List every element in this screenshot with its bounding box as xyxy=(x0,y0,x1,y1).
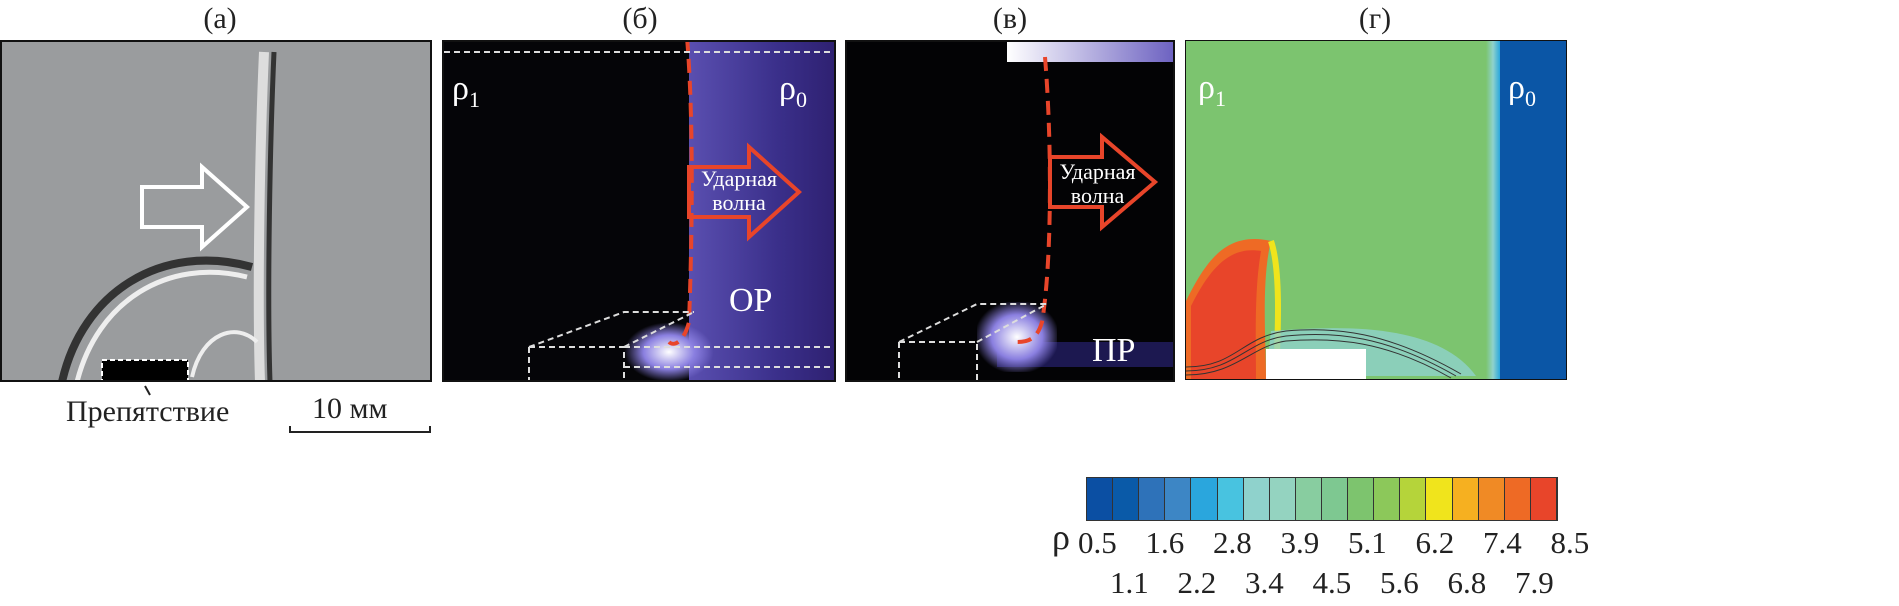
colorbar-segment xyxy=(1243,478,1270,520)
rho1-label: ρ1 xyxy=(452,70,480,112)
panel-d-simulation: ρ1 ρ0 xyxy=(1185,40,1567,380)
colorbar-tick-label: 3.4 xyxy=(1245,565,1284,600)
colorbar-tick-label: 3.9 xyxy=(1280,525,1320,560)
colorbar-tick-label: 6.8 xyxy=(1447,565,1487,600)
colorbar-segment xyxy=(1530,478,1557,520)
colorbar-segment xyxy=(1321,478,1349,520)
obstacle-label: Препятствие xyxy=(66,395,230,428)
panel-c-photo: Ударная волна ПР xyxy=(845,40,1175,382)
rho0-label: ρ0 xyxy=(1508,69,1536,111)
colorbar-segment xyxy=(1269,478,1296,520)
density-colorbar xyxy=(1086,477,1558,521)
colorbar-symbol: ρ xyxy=(1052,517,1070,557)
shock-wave-label: Ударная волна xyxy=(1059,159,1136,208)
colorbar-tick-label: 7.4 xyxy=(1483,525,1522,560)
panel-b-label: (б) xyxy=(622,2,658,35)
colorbar-segment xyxy=(1478,478,1505,520)
colorbar-tick-label: 8.5 xyxy=(1550,525,1590,560)
colorbar-tick-label: 2.8 xyxy=(1213,525,1252,560)
schlieren-drawing xyxy=(58,51,277,380)
panel-a-schlieren-image xyxy=(0,40,432,382)
colorbar-segment xyxy=(1348,478,1375,520)
obstacle xyxy=(101,359,189,380)
panel-b-photo: ρ1 ρ0 Ударная волна ОР xyxy=(442,40,836,382)
shock-wave-arrow-icon xyxy=(1048,132,1159,232)
colorbar-segment xyxy=(1504,478,1531,520)
colorbar-tick-label: 5.1 xyxy=(1348,525,1387,560)
colorbar-segment xyxy=(1374,478,1401,520)
colorbar-segment xyxy=(1452,478,1479,520)
region-label: ПР xyxy=(1092,332,1136,369)
colorbar-segment xyxy=(1295,478,1322,520)
rho0-label: ρ0 xyxy=(779,70,807,112)
region-label: ОР xyxy=(729,282,773,319)
colorbar-tick-label: 2.2 xyxy=(1177,565,1217,600)
colorbar-tick-label: 1.1 xyxy=(1110,565,1149,600)
colorbar-segment xyxy=(1139,478,1166,520)
colorbar-tick-label: 6.2 xyxy=(1415,525,1455,560)
shock-wave-arrow-icon xyxy=(687,142,802,242)
colorbar-segment xyxy=(1191,478,1218,520)
scale-bar-label: 10 мм xyxy=(312,392,388,425)
colorbar-segment xyxy=(1087,478,1114,520)
colorbar-tick-label: 4.5 xyxy=(1312,565,1352,600)
colorbar-segment xyxy=(1400,478,1427,520)
colorbar-segment xyxy=(1426,478,1453,520)
obstacle xyxy=(1266,349,1366,379)
panel-c-label: (в) xyxy=(992,2,1028,35)
colorbar-tick-label: 7.9 xyxy=(1515,565,1554,600)
shock-wave-label: Ударная волна xyxy=(700,166,778,215)
panel-d-label: (г) xyxy=(1358,2,1392,35)
rho1-label: ρ1 xyxy=(1198,69,1226,111)
colorbar-tick-label: 0.5 xyxy=(1078,525,1117,560)
colorbar-segment xyxy=(1217,478,1244,520)
colorbar-segment xyxy=(1113,478,1140,520)
colorbar-segment xyxy=(1165,478,1192,520)
colorbar-tick-label: 1.6 xyxy=(1145,525,1185,560)
panel-a-label: (а) xyxy=(203,2,237,35)
colorbar-tick-label: 5.6 xyxy=(1380,565,1419,600)
flow-arrow-icon xyxy=(140,162,251,252)
